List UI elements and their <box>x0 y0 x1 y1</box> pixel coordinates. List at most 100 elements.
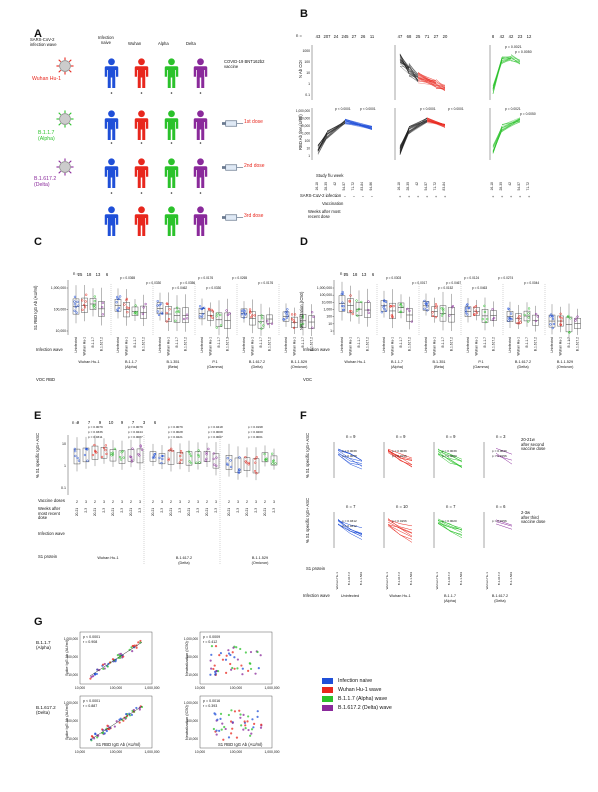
data-point <box>116 295 119 299</box>
data-line <box>417 74 437 83</box>
n-value: 10 <box>109 420 114 425</box>
data-line <box>408 117 428 129</box>
tick-label: 2-3 <box>236 508 240 513</box>
data-point <box>227 713 230 717</box>
p-value: p = 0.0274 <box>498 276 513 280</box>
data-point <box>240 664 243 667</box>
box <box>215 312 223 327</box>
data-line <box>317 132 328 146</box>
data-point <box>105 727 108 730</box>
data-point <box>435 304 438 308</box>
tick-label: Uninfected <box>242 337 246 353</box>
data-line <box>317 137 328 155</box>
data-line <box>387 452 413 467</box>
data-point <box>311 311 314 314</box>
voc-label: (Alpha) <box>125 365 138 369</box>
data-point <box>290 313 294 316</box>
n-value: 42 <box>509 34 514 39</box>
data-line <box>399 131 410 149</box>
data-point <box>467 306 471 309</box>
virus-icon <box>56 57 74 75</box>
data-point <box>171 449 174 453</box>
data-point <box>265 459 268 462</box>
box <box>574 318 581 329</box>
n-value: 42 <box>500 34 505 39</box>
data-line <box>326 121 346 132</box>
data-point <box>130 460 133 463</box>
data-point <box>221 722 224 725</box>
panel-a-col-1: Wuhan <box>128 41 142 46</box>
data-point <box>153 456 156 459</box>
data-line <box>408 121 428 132</box>
legend-swatch <box>322 677 333 684</box>
data-point <box>434 316 438 319</box>
tick-label: 16-18 <box>315 182 319 191</box>
data-point <box>507 307 510 310</box>
data-line <box>492 62 503 89</box>
data-point <box>105 729 108 733</box>
data-point <box>451 306 454 309</box>
data-line <box>399 61 410 70</box>
data-line <box>492 128 503 154</box>
data-point <box>464 309 468 312</box>
box <box>431 306 438 317</box>
data-line <box>417 76 437 82</box>
data-point <box>96 736 99 739</box>
data-point <box>115 720 118 723</box>
data-point <box>552 322 556 326</box>
p-value: p = 0.0039 <box>392 449 407 453</box>
box <box>203 450 211 462</box>
data-point <box>86 459 89 462</box>
data-point <box>156 310 159 313</box>
tick-label: B.1.1.7 <box>525 337 529 348</box>
data-point <box>93 299 96 303</box>
data-point <box>77 459 81 462</box>
data-point <box>118 653 121 656</box>
data-line <box>408 119 428 129</box>
dose-label: 3 <box>273 500 275 504</box>
data-line <box>501 56 512 59</box>
data-point <box>247 715 250 718</box>
data-point <box>424 302 427 305</box>
data-line <box>344 119 373 129</box>
data-point <box>241 667 244 670</box>
data-line <box>387 524 413 540</box>
tick-label: Wuhan Hu-1 <box>559 337 563 356</box>
data-line <box>501 57 512 59</box>
data-line <box>437 520 463 539</box>
data-line <box>492 129 503 153</box>
data-point <box>218 654 221 657</box>
legend-item: Infection naive <box>322 676 392 685</box>
data-point <box>399 303 402 307</box>
data-point <box>224 658 228 661</box>
data-line <box>317 133 328 150</box>
tick-label: 20-21 <box>245 508 249 516</box>
data-point <box>117 306 121 310</box>
data-line <box>326 122 346 138</box>
data-line <box>492 129 503 147</box>
data-point <box>560 317 564 320</box>
data-line <box>317 132 328 150</box>
data-point <box>390 314 393 317</box>
p-value: p = 0.0021 <box>505 45 522 49</box>
tick-label: 10 <box>62 442 66 446</box>
data-point <box>442 309 445 312</box>
legend-label: Infection naive <box>338 677 373 684</box>
data-point <box>473 306 476 309</box>
tick-label: 2-3 <box>214 508 218 513</box>
p-value: p = 0.0044 <box>524 281 539 285</box>
data-line <box>317 137 328 149</box>
p-value: p = 0.0156 <box>392 454 407 458</box>
data-line <box>408 72 419 80</box>
data-point <box>140 448 144 451</box>
data-point <box>81 299 84 302</box>
tick-label: 10,000 <box>322 300 332 304</box>
person-icon <box>164 206 179 236</box>
data-line <box>344 120 373 130</box>
data-point <box>207 447 210 451</box>
data-point <box>348 300 351 303</box>
y-axis-label: Spike IgG Ab (AU/ml) <box>65 703 69 740</box>
tick-label: B.1.617.2 <box>268 337 272 351</box>
data-line <box>326 121 346 133</box>
data-point <box>312 315 315 319</box>
